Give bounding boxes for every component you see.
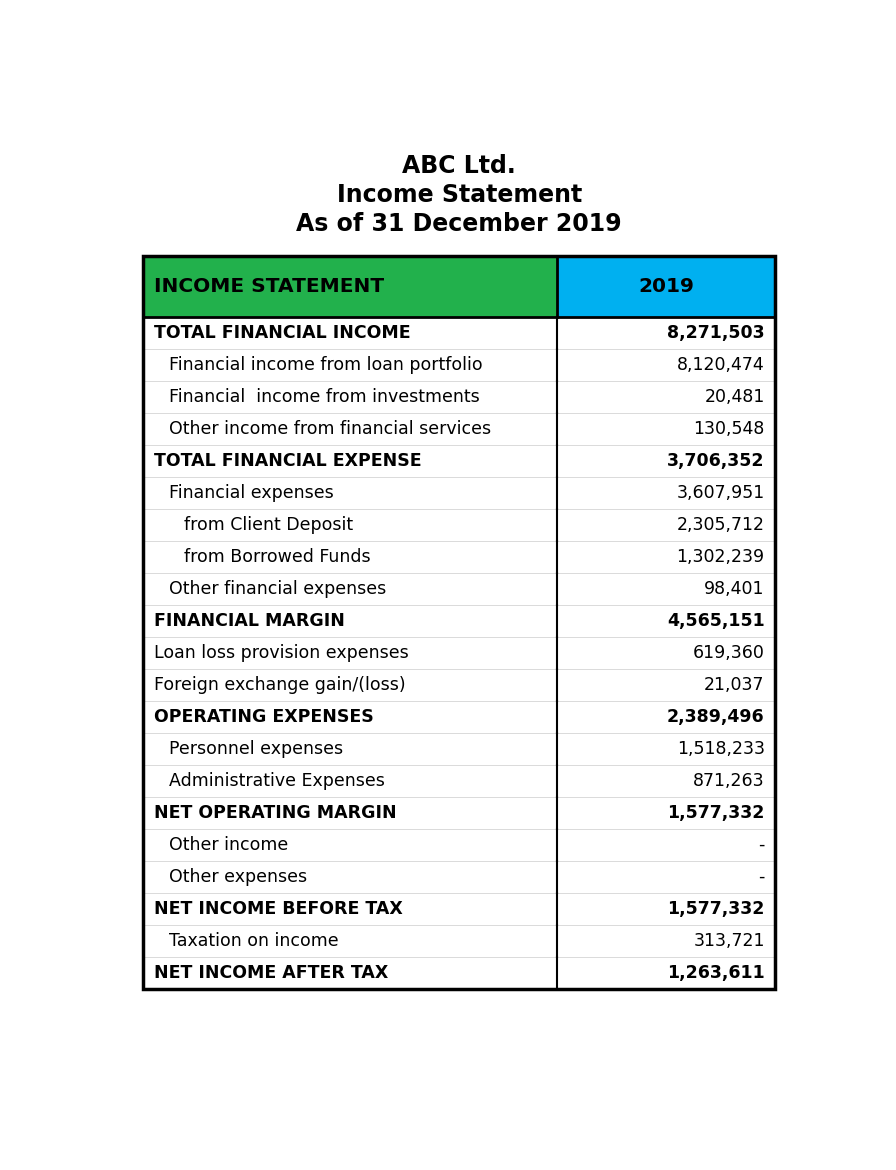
- Text: 4,565,151: 4,565,151: [667, 612, 765, 629]
- Text: 8,271,503: 8,271,503: [668, 324, 765, 342]
- Text: NET INCOME AFTER TAX: NET INCOME AFTER TAX: [154, 964, 388, 982]
- Bar: [143, 861, 775, 893]
- Text: Taxation on income: Taxation on income: [169, 931, 339, 950]
- Bar: [143, 477, 775, 509]
- Text: 20,481: 20,481: [704, 388, 765, 406]
- Text: from Borrowed Funds: from Borrowed Funds: [185, 548, 371, 566]
- Text: -: -: [758, 835, 765, 854]
- Bar: [143, 317, 775, 349]
- Text: 1,577,332: 1,577,332: [668, 900, 765, 917]
- Text: Loan loss provision expenses: Loan loss provision expenses: [154, 644, 409, 662]
- Text: Administrative Expenses: Administrative Expenses: [169, 772, 384, 790]
- Text: 8,120,474: 8,120,474: [677, 356, 765, 374]
- Text: NET OPERATING MARGIN: NET OPERATING MARGIN: [154, 804, 396, 821]
- Text: Income Statement: Income Statement: [337, 183, 582, 207]
- Bar: [143, 797, 775, 828]
- Text: Financial income from loan portfolio: Financial income from loan portfolio: [169, 356, 483, 374]
- Text: 1,577,332: 1,577,332: [668, 804, 765, 821]
- Text: Other income from financial services: Other income from financial services: [169, 420, 491, 438]
- Bar: [143, 349, 775, 381]
- Text: INCOME STATEMENT: INCOME STATEMENT: [154, 277, 383, 296]
- Text: 1,518,233: 1,518,233: [676, 739, 765, 758]
- Bar: [143, 828, 775, 861]
- Bar: [143, 732, 775, 765]
- Bar: [143, 669, 775, 701]
- Bar: [143, 957, 775, 989]
- Text: from Client Deposit: from Client Deposit: [185, 516, 353, 534]
- Bar: [143, 924, 775, 957]
- Text: Financial  income from investments: Financial income from investments: [169, 388, 479, 406]
- Text: 313,721: 313,721: [694, 931, 765, 950]
- Bar: [143, 381, 775, 413]
- Text: FINANCIAL MARGIN: FINANCIAL MARGIN: [154, 612, 345, 629]
- Bar: [143, 893, 775, 924]
- Text: 1,263,611: 1,263,611: [667, 964, 765, 982]
- Text: 619,360: 619,360: [693, 644, 765, 662]
- Text: 21,037: 21,037: [704, 676, 765, 694]
- Bar: [143, 765, 775, 797]
- Bar: [143, 445, 775, 477]
- Text: As of 31 December 2019: As of 31 December 2019: [297, 212, 622, 235]
- Bar: [143, 509, 775, 541]
- Bar: [143, 573, 775, 605]
- Text: Foreign exchange gain/(loss): Foreign exchange gain/(loss): [154, 676, 405, 694]
- Bar: [143, 541, 775, 573]
- Text: 98,401: 98,401: [704, 580, 765, 598]
- Text: -: -: [758, 868, 765, 886]
- Text: ABC Ltd.: ABC Ltd.: [402, 154, 516, 178]
- Text: 1,302,239: 1,302,239: [676, 548, 765, 566]
- Text: 130,548: 130,548: [694, 420, 765, 438]
- Text: Other financial expenses: Other financial expenses: [169, 580, 386, 598]
- Text: Personnel expenses: Personnel expenses: [169, 739, 343, 758]
- Text: 2019: 2019: [638, 277, 694, 296]
- Text: NET INCOME BEFORE TAX: NET INCOME BEFORE TAX: [154, 900, 402, 917]
- Text: Financial expenses: Financial expenses: [169, 484, 333, 502]
- Bar: [143, 636, 775, 669]
- Text: TOTAL FINANCIAL EXPENSE: TOTAL FINANCIAL EXPENSE: [154, 452, 421, 470]
- Text: 3,706,352: 3,706,352: [668, 452, 765, 470]
- Text: TOTAL FINANCIAL INCOME: TOTAL FINANCIAL INCOME: [154, 324, 410, 342]
- Bar: [143, 605, 775, 636]
- Bar: [143, 256, 775, 989]
- Text: 3,607,951: 3,607,951: [676, 484, 765, 502]
- Text: OPERATING EXPENSES: OPERATING EXPENSES: [154, 708, 374, 725]
- Text: 871,263: 871,263: [694, 772, 765, 790]
- Text: Other expenses: Other expenses: [169, 868, 307, 886]
- Bar: [143, 413, 775, 445]
- Text: 2,305,712: 2,305,712: [676, 516, 765, 534]
- Bar: [143, 256, 557, 317]
- Text: Other income: Other income: [169, 835, 289, 854]
- Bar: [557, 256, 775, 317]
- Bar: [143, 701, 775, 732]
- Text: 2,389,496: 2,389,496: [668, 708, 765, 725]
